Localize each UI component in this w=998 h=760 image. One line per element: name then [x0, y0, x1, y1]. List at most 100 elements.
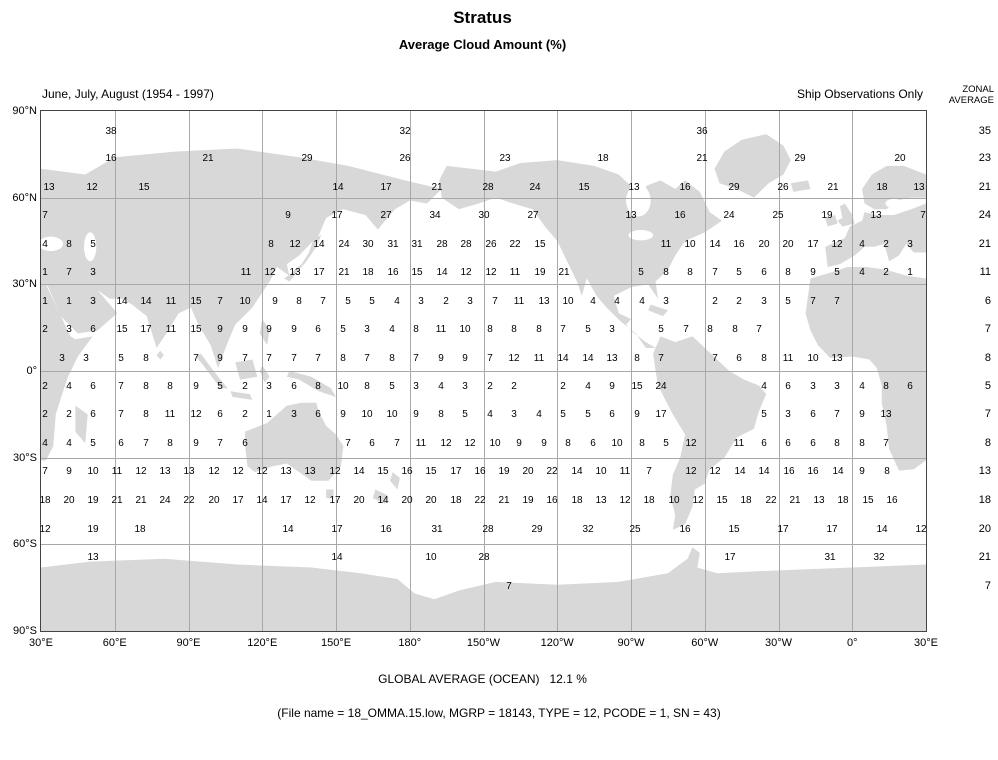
grid-value: 4 [585, 381, 591, 392]
grid-value: 26 [777, 182, 789, 193]
grid-value: 18 [450, 495, 462, 506]
grid-value: 8 [761, 353, 767, 364]
longitude-tick-label: 150°W [466, 637, 501, 649]
sea-hudson-bay [626, 184, 651, 217]
grid-value: 2 [511, 381, 517, 392]
grid-value: 22 [474, 495, 486, 506]
grid-value: 3 [511, 409, 517, 420]
grid-value: 4 [66, 381, 72, 392]
grid-value: 23 [499, 153, 511, 164]
landmass-eurasia [41, 148, 442, 369]
grid-value: 14 [256, 495, 268, 506]
grid-value: 20 [894, 153, 906, 164]
grid-value: 11 [533, 353, 545, 364]
grid-value: 29 [301, 153, 313, 164]
grid-value: 8 [639, 438, 645, 449]
grid-value: 24 [655, 381, 667, 392]
grid-value: 20 [353, 495, 365, 506]
grid-value: 3 [663, 296, 669, 307]
grid-value: 6 [810, 438, 816, 449]
grid-value: 5 [736, 267, 742, 278]
global-average-label: GLOBAL AVERAGE (OCEAN) 12.1 % [378, 672, 587, 686]
zonal-header-line1: ZONAL [962, 84, 994, 95]
grid-value: 11 [111, 466, 123, 477]
grid-value: 7 [42, 466, 48, 477]
grid-value: 12 [831, 239, 843, 250]
grid-value: 16 [401, 466, 413, 477]
landmass-britain [837, 203, 855, 227]
grid-value: 5 [663, 438, 669, 449]
grid-value: 7 [217, 438, 223, 449]
grid-value: 17 [313, 267, 325, 278]
grid-value: 3 [810, 381, 816, 392]
latitude-gridline [41, 284, 926, 286]
zonal-average-column: 35 23 21 24 21 11 6 7 8 5 7 8 13 18 20 21 7 [933, 110, 991, 630]
grid-value: 6 [810, 409, 816, 420]
grid-value: 2 [736, 296, 742, 307]
grid-value: 20 [425, 495, 437, 506]
grid-value: 18 [740, 495, 752, 506]
grid-value: 17 [807, 239, 819, 250]
grid-value: 8 [707, 324, 713, 335]
latitude-gridline [41, 197, 926, 199]
zonal-average-value: 7 [984, 323, 991, 335]
grid-value: 13 [183, 466, 195, 477]
grid-value: 9 [66, 466, 72, 477]
landmass-africa-east [41, 278, 93, 461]
grid-value: 32 [873, 552, 885, 563]
grid-value: 8 [143, 409, 149, 420]
grid-value: 8 [143, 381, 149, 392]
zonal-average-value: 20 [978, 523, 991, 535]
grid-value: 7 [266, 353, 272, 364]
zonal-average-value: 23 [978, 152, 991, 164]
grid-value: 15 [534, 239, 546, 250]
grid-value: 8 [834, 438, 840, 449]
longitude-tick-label: 60°W [691, 637, 719, 649]
grid-value: 20 [782, 239, 794, 250]
grid-value: 9 [217, 324, 223, 335]
grid-value: 3 [83, 353, 89, 364]
grid-value: 9 [516, 438, 522, 449]
grid-value: 14 [282, 524, 294, 535]
grid-value: 5 [389, 381, 395, 392]
grid-value: 13 [280, 466, 292, 477]
grid-value: 28 [482, 524, 494, 535]
ship-observations-label: Ship Observations Only [796, 87, 923, 101]
longitude-tick-label: 150°E [320, 637, 352, 649]
grid-value: 28 [478, 552, 490, 563]
grid-value: 4 [394, 296, 400, 307]
zonal-average-value: 21 [978, 181, 991, 193]
grid-value: 4 [66, 438, 72, 449]
longitude-tick-label: 30°E [29, 637, 53, 649]
grid-value: 21 [558, 267, 570, 278]
grid-value: 32 [399, 126, 411, 137]
grid-value: 5 [462, 409, 468, 420]
grid-value: 13 [870, 210, 882, 221]
grid-value: 7 [291, 353, 297, 364]
grid-value: 11 [415, 438, 427, 449]
grid-value: 36 [696, 126, 708, 137]
grid-value: 34 [429, 210, 441, 221]
grid-value: 10 [425, 552, 437, 563]
zonal-average-value: 21 [978, 238, 991, 250]
grid-value: 7 [42, 210, 48, 221]
grid-value: 6 [315, 409, 321, 420]
grid-value: 6 [907, 381, 913, 392]
grid-value: 8 [389, 353, 395, 364]
grid-value: 29 [794, 153, 806, 164]
grid-value: 28 [460, 239, 472, 250]
grid-value: 8 [364, 381, 370, 392]
grid-value: 21 [827, 182, 839, 193]
grid-value: 3 [59, 353, 65, 364]
grid-value: 9 [340, 409, 346, 420]
grid-value: 12 [692, 495, 704, 506]
grid-value: 28 [482, 182, 494, 193]
grid-value: 10 [459, 324, 471, 335]
grid-value: 13 [880, 409, 892, 420]
grid-value: 31 [411, 239, 423, 250]
grid-value: 12 [915, 524, 927, 535]
grid-value: 1 [42, 296, 48, 307]
grid-value: 14 [332, 182, 344, 193]
grid-value: 17 [329, 495, 341, 506]
zonal-average-value: 18 [978, 494, 991, 506]
